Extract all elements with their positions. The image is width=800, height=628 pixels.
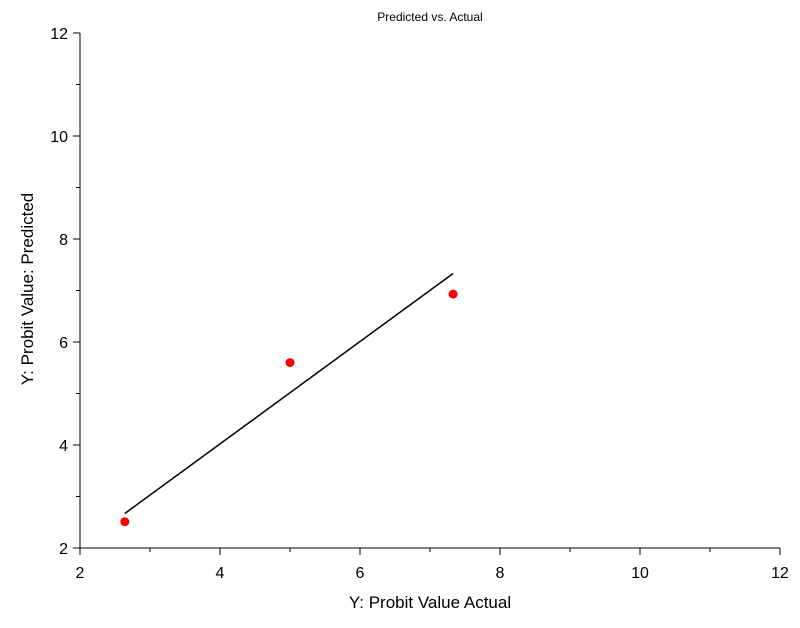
data-points [120,289,458,527]
fit-line-group [124,272,454,515]
data-point [448,289,458,299]
y-tick-label: 8 [59,232,68,249]
y-tick-label: 6 [59,335,68,352]
fit-line [124,272,454,515]
y-ticks: 2 4 6 8 10 12 [50,26,80,558]
y-tick-label: 2 [59,541,68,558]
chart-title: Predicted vs. Actual [377,10,482,24]
x-axis-label: Y: Probit Value Actual [349,593,511,612]
x-tick-label: 10 [631,565,649,582]
data-point [120,517,130,527]
y-tick-label: 10 [50,129,68,146]
x-ticks: 2 4 6 8 10 12 [76,548,789,582]
x-tick-label: 6 [356,565,365,582]
y-tick-label: 12 [50,26,68,43]
x-tick-label: 8 [496,565,505,582]
y-tick-label: 4 [59,438,68,455]
y-axis-label: Y: Probit Value: Predicted [18,193,37,385]
data-point [285,358,295,368]
x-tick-label: 12 [771,565,789,582]
x-tick-label: 2 [76,565,85,582]
x-tick-label: 4 [216,565,225,582]
